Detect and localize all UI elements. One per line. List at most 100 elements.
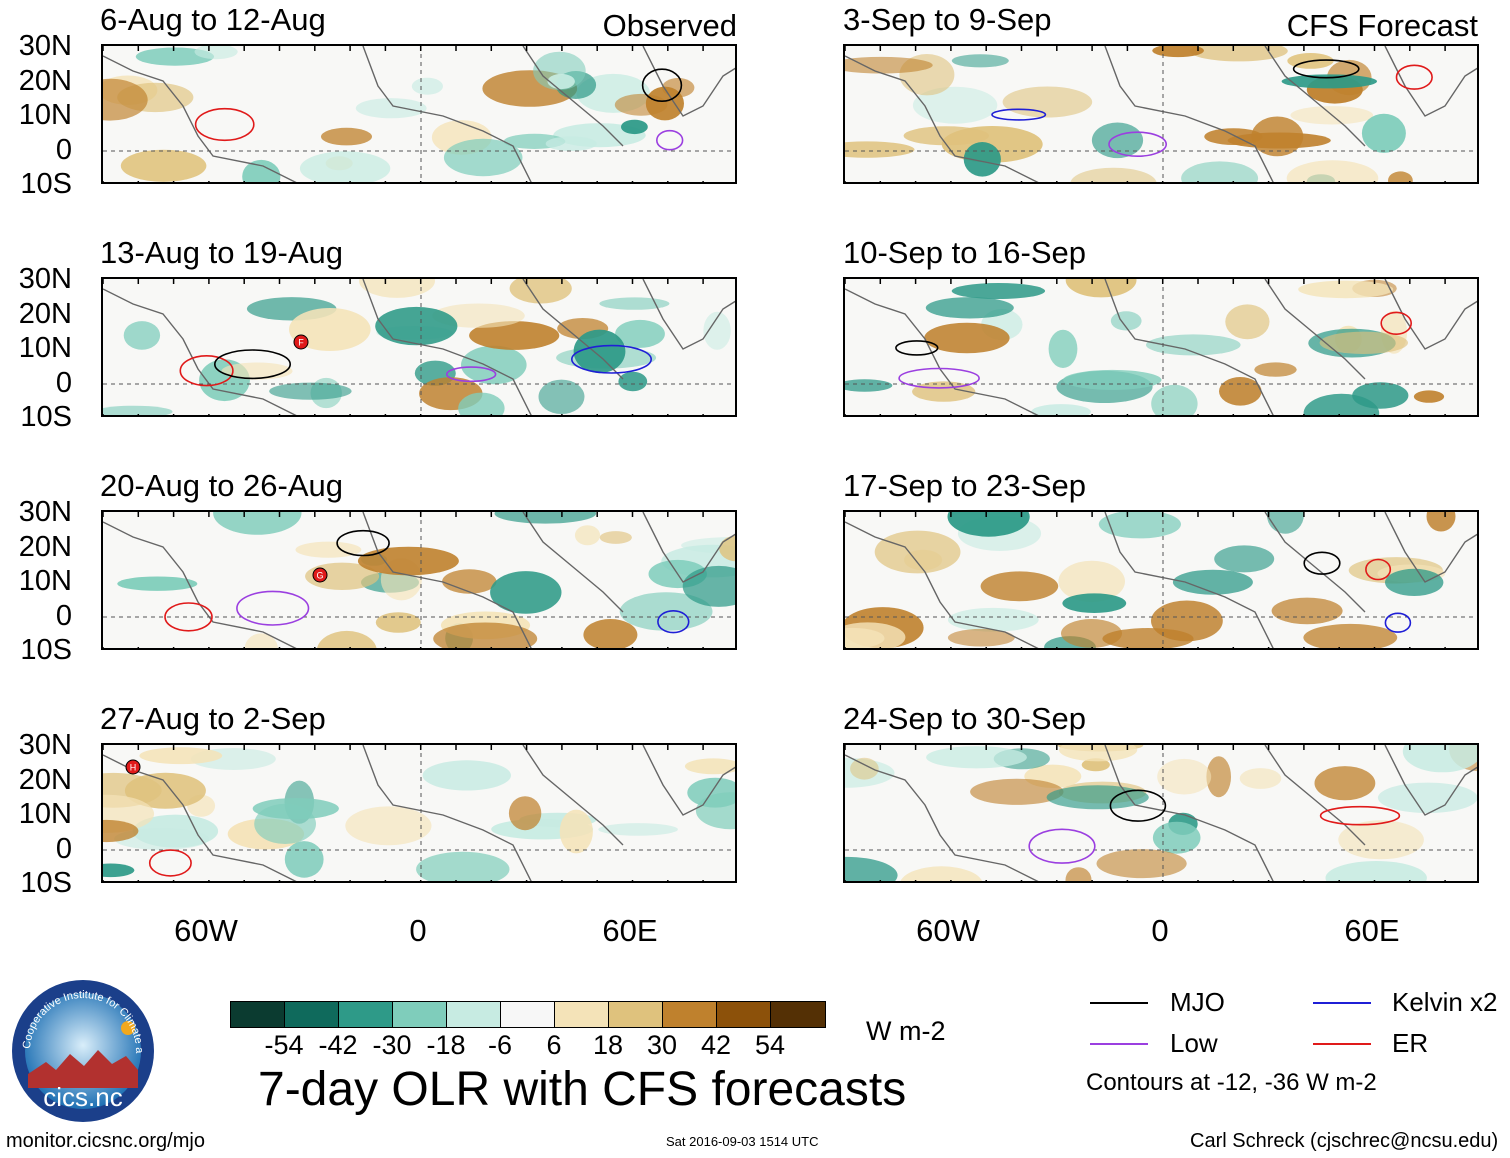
olr-anomaly-area	[461, 345, 527, 385]
olr-anomaly-area	[845, 856, 898, 881]
olr-anomaly-area	[1219, 377, 1262, 406]
colorbar-swatch	[393, 1002, 447, 1027]
coastline	[845, 754, 1039, 881]
colorbar-tick-label: -30	[372, 1030, 412, 1060]
coastline	[1104, 46, 1274, 182]
coastline	[1264, 46, 1477, 147]
olr-anomaly-area	[357, 546, 459, 576]
wave-filter-contour	[236, 590, 310, 626]
olr-anomaly-area	[615, 319, 665, 348]
olr-anomaly-area	[1254, 362, 1297, 377]
logo-name: cics.nc	[43, 1082, 122, 1112]
olr-anomaly-area	[547, 73, 575, 90]
panel-title-1: 6-Aug to 12-Aug	[100, 2, 326, 37]
olr-anomaly-area	[845, 56, 933, 74]
olr-anomaly-area	[295, 541, 362, 558]
lon-label-60e-right: 60E	[1344, 913, 1400, 948]
coastline	[522, 745, 735, 846]
olr-anomaly-area	[103, 819, 139, 843]
figure-title: 7-day OLR with CFS forecasts	[258, 1063, 907, 1116]
colorbar-tick-label: -54	[264, 1030, 304, 1060]
olr-anomaly-area	[1319, 331, 1408, 354]
olr-anomaly-area	[194, 46, 238, 60]
storm-marker-icon	[293, 334, 309, 350]
lat-label: 20N	[18, 297, 72, 330]
olr-anomaly-area	[1298, 280, 1394, 299]
map-panel-3: G	[101, 510, 737, 650]
wave-filter-contour	[1303, 551, 1341, 575]
wave-filter-contour	[179, 354, 234, 387]
olr-anomaly-area	[1146, 334, 1241, 356]
wave-filter-contour	[1109, 789, 1167, 822]
lat-label: 20N	[18, 64, 72, 97]
olr-anomaly-area	[1385, 568, 1444, 596]
olr-anomaly-area	[490, 571, 562, 614]
legend-label-mjo: MJO	[1170, 987, 1225, 1017]
coastline	[362, 512, 532, 648]
olr-anomaly-area	[621, 119, 648, 135]
legend-line-er	[1313, 1043, 1371, 1045]
olr-anomaly-area	[1303, 623, 1398, 648]
storm-marker-label: H	[130, 763, 137, 773]
olr-anomaly-area	[139, 747, 223, 765]
olr-anomaly-area	[1063, 369, 1162, 390]
olr-anomaly-area	[947, 628, 1015, 647]
coastline	[1104, 279, 1274, 415]
olr-anomaly-area	[1206, 756, 1231, 798]
olr-anomaly-area	[684, 758, 735, 775]
olr-anomaly-area	[951, 283, 1046, 299]
olr-anomaly-area	[103, 405, 173, 415]
wave-filter-contour	[1319, 805, 1401, 826]
lat-label: 10N	[18, 332, 72, 364]
olr-anomaly-area	[970, 778, 1064, 805]
contour-note: Contours at -12, -36 W m-2	[1086, 1069, 1377, 1096]
olr-anomaly-area	[559, 809, 593, 854]
lat-label: 10S	[20, 168, 72, 200]
olr-anomaly-area	[614, 93, 668, 116]
wave-filter-contour	[194, 107, 255, 142]
olr-anomaly-area	[1151, 384, 1198, 415]
lat-label: 10S	[20, 634, 72, 666]
coastline	[362, 46, 532, 182]
olr-anomaly-area	[1214, 545, 1275, 573]
olr-anomaly-area	[422, 760, 511, 791]
olr-anomaly-area	[1204, 128, 1263, 145]
olr-anomaly-area	[1059, 745, 1138, 762]
olr-anomaly-area	[299, 151, 391, 182]
olr-anomaly-area	[1181, 161, 1259, 182]
wave-filter-contour	[655, 129, 684, 151]
colorbar-swatch	[717, 1002, 771, 1027]
olr-anomaly-area	[874, 530, 961, 574]
olr-anomaly-area	[213, 512, 302, 535]
map-panel-4: H	[101, 743, 737, 883]
lat-label: 30N	[18, 496, 72, 528]
panel-title-8: 24-Sep to 30-Sep	[843, 701, 1087, 736]
lat-label: 10N	[18, 99, 72, 131]
olr-anomaly-area	[1426, 512, 1456, 532]
colorbar-swatch	[663, 1002, 717, 1027]
colorbar	[230, 1001, 826, 1028]
olr-anomaly-area	[573, 329, 626, 374]
olr-anomaly-area	[538, 379, 585, 414]
olr-anomaly-area	[925, 297, 1014, 319]
lat-label: 10N	[18, 798, 72, 830]
olr-anomaly-area	[345, 806, 432, 846]
wave-filter-contour	[214, 349, 292, 380]
legend-line-low	[1090, 1043, 1148, 1045]
olr-anomaly-area	[1402, 745, 1477, 773]
storm-marker-icon	[312, 567, 328, 583]
map-panel-5	[843, 44, 1479, 184]
olr-anomaly-area	[1096, 849, 1187, 879]
map-panel-1	[101, 44, 737, 184]
panel-title-5: 3-Sep to 9-Sep	[843, 2, 1052, 37]
wave-filter-contour	[641, 68, 683, 103]
olr-anomaly-area	[618, 371, 648, 392]
olr-anomaly-area	[947, 512, 1030, 537]
colorbar-tick-label: 18	[592, 1030, 624, 1060]
olr-anomaly-area	[411, 77, 443, 95]
lat-label: 0	[55, 599, 72, 632]
lon-label-60e-left: 60E	[602, 913, 658, 948]
olr-anomaly-area	[845, 622, 906, 648]
olr-map-5	[845, 46, 1477, 182]
olr-map-1	[103, 46, 735, 182]
